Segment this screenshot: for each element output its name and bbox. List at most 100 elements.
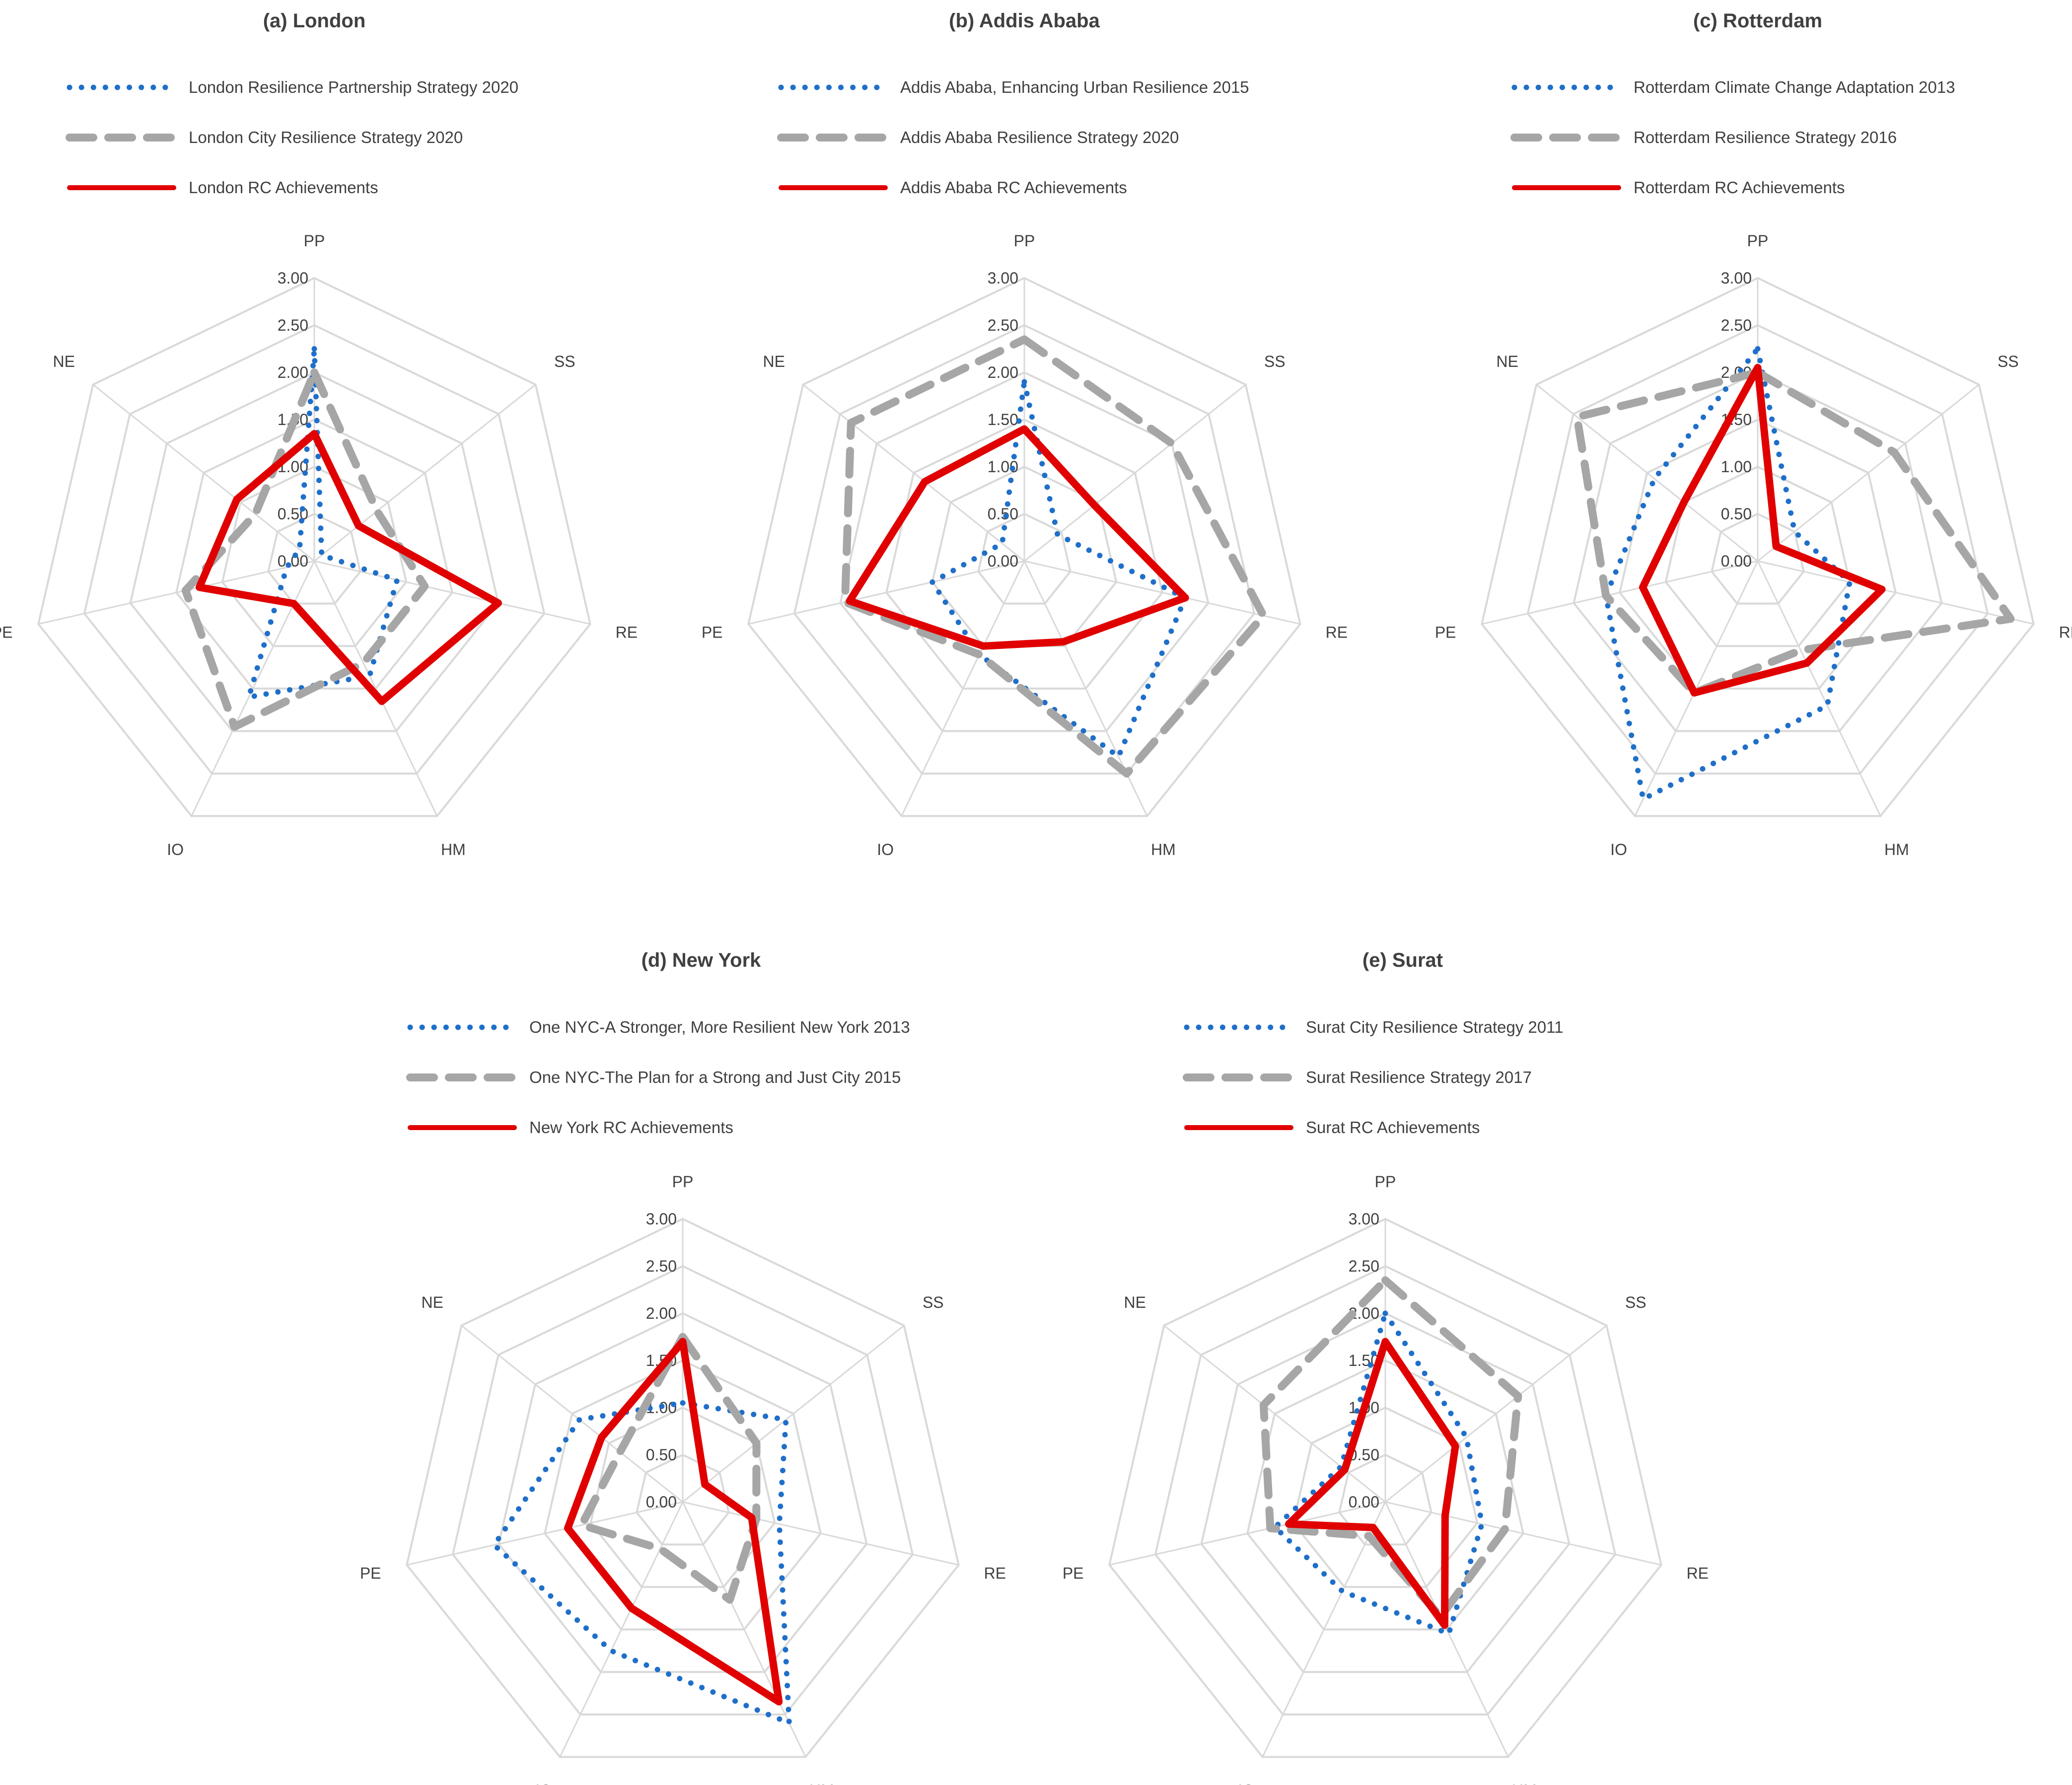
grid-ring [1108,1217,1662,1758]
legend-entry: Rotterdam Resilience Strategy 2016 [1634,128,1897,146]
tick-label: 0.50 [646,1446,677,1464]
grid-ring [406,1217,960,1758]
axis-spoke [901,561,1025,817]
radar-panel-4: (e) Surat Surat City Resilience Strategy … [1063,949,1709,1785]
series-line-dashed [1259,1276,1522,1621]
axis-label-ne: NE [763,353,785,370]
series-line-dotted [1272,1310,1485,1637]
axis-spoke [1262,1501,1386,1758]
axis-spoke [559,1501,684,1758]
grid-ring [977,512,1072,605]
legend-entry: New York RC Achievements [529,1118,733,1137]
tick-label: 1.50 [988,411,1018,428]
radar-panel-1: (b) Addis Ababa Addis Ababa, Enhancing Ur… [702,10,1348,858]
axis-spoke [682,1501,806,1758]
axis-label-pe: PE [0,624,13,642]
axis-spoke [92,384,315,562]
axis-label-pe: PE [1435,624,1456,642]
axis-label-hm: HM [1512,1782,1537,1785]
series-line-solid [195,430,502,705]
axis-spoke [406,1501,683,1566]
tick-label: 0.50 [988,505,1018,523]
panel-title: (c) Rotterdam [1693,10,1822,32]
radar-panel-0: (a) London London Resilience Partnership … [0,10,638,858]
axis-spoke [314,560,591,625]
axis-label-pe: PE [702,624,723,642]
axis-spoke [314,384,536,562]
axis-spoke [1385,1501,1662,1566]
series-line-dotted [491,1400,792,1726]
axis-spoke [682,1325,905,1503]
grid-ring [498,1312,868,1673]
axis-label-ss: SS [1625,1293,1646,1311]
panel-title: (d) New York [642,949,762,971]
axis-label-pp: PP [1375,1173,1396,1191]
grid-ring [839,371,1210,732]
axis-spoke [1163,1325,1386,1503]
series-line-dashed [577,1333,761,1604]
tick-label: 3.00 [278,269,308,287]
axis-spoke [1385,1325,1607,1503]
axis-label-hm: HM [1151,841,1176,858]
panel-title: (a) London [263,10,366,32]
axis-spoke [313,561,438,817]
axis-label-re: RE [984,1565,1006,1582]
axis-label-re: RE [1326,624,1348,642]
axis-label-pp: PP [1014,232,1035,250]
series-line-dashed [841,335,1268,778]
tick-label: 0.00 [1349,1493,1379,1511]
series-line-dotted [929,379,1188,760]
series-line-dashed [1573,368,2015,697]
legend-entry: One NYC-The Plan for a Strong and Just C… [529,1068,901,1086]
axis-label-hm: HM [1884,841,1909,858]
grid-ring [83,324,546,775]
grid-ring [451,1265,914,1715]
axis-spoke [1109,1501,1386,1566]
tick-label: 0.50 [1721,505,1752,523]
tick-label: 3.00 [1721,269,1752,287]
series-line-solid [846,425,1189,650]
tick-label: 2.50 [1349,1257,1379,1275]
grid-ring [1526,324,1989,775]
tick-label: 0.00 [646,1493,677,1511]
legend-entry: Addis Ababa RC Achievements [900,178,1127,197]
axis-label-pp: PP [1747,232,1769,250]
tick-label: 2.50 [646,1257,677,1275]
axis-label-pp: PP [304,232,325,250]
grid-ring [1292,1406,1479,1588]
series-line-solid [1639,364,1886,697]
tick-label: 2.00 [646,1304,677,1322]
axis-label-io: IO [535,1782,552,1785]
radar-panel-3: (d) New York One NYC-A Stronger, More Res… [360,949,1006,1785]
grid-ring [1481,277,2035,817]
axis-label-pp: PP [672,1173,694,1191]
tick-label: 3.00 [988,269,1018,287]
tick-label: 0.00 [1721,552,1752,570]
grid-ring [129,371,500,732]
tick-label: 0.00 [988,552,1018,570]
series-line-solid [1285,1338,1459,1629]
grid-ring [1711,512,1805,605]
axis-label-ne: NE [421,1293,443,1311]
legend-entry: London City Resilience Strategy 2020 [189,128,463,146]
legend-entry: Surat Resilience Strategy 2017 [1306,1068,1532,1086]
series-line-solid [564,1338,783,1706]
axis-spoke [1481,560,1758,625]
grid-ring [636,1453,730,1546]
axis-label-re: RE [2059,624,2072,642]
legend-entry: Surat City Resilience Strategy 2011 [1306,1018,1563,1036]
grid-ring [793,324,1256,775]
legend-entry: London Resilience Partnership Strategy 2… [189,78,518,96]
axis-spoke [1757,561,1881,817]
grid-ring [1572,371,1943,732]
axis-label-ss: SS [1264,353,1286,370]
axis-label-hm: HM [809,1782,834,1785]
legend-entry: London RC Achievements [189,178,378,197]
axis-spoke [682,1501,959,1566]
grid-ring [1200,1312,1571,1673]
tick-label: 1.00 [1721,458,1752,476]
legend-entry: Addis Ababa Resilience Strategy 2020 [900,128,1179,146]
axis-spoke [38,560,315,625]
grid-ring [221,465,408,647]
